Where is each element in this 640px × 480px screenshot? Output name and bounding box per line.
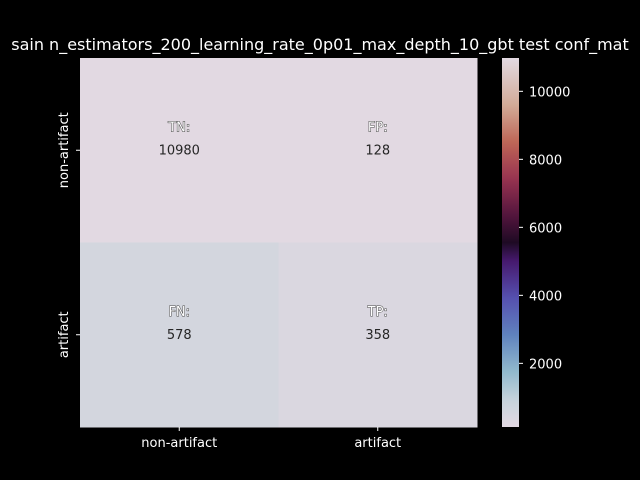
cell-value: 578: [167, 328, 192, 343]
cell-annotations: TN: 10980 FP: 128 FN: 578 TP: 358: [159, 120, 391, 343]
cell-label: TN:: [167, 120, 190, 135]
colorbar-tick-label: 8000: [529, 153, 562, 168]
colorbar-tick-label: 6000: [529, 221, 562, 236]
cell-value: 128: [365, 143, 390, 158]
heatmap-cell: [80, 242, 279, 428]
heatmap-axes: non-artifact artifact non-artifact artifact: [57, 112, 401, 451]
colorbar-ticks: 2000 4000 6000 8000 10000: [519, 85, 570, 372]
x-tick-label: non-artifact: [141, 436, 217, 451]
cell-value: 10980: [159, 143, 200, 158]
chart-title: sain n_estimators_200_learning_rate_0p01…: [11, 35, 629, 55]
heatmap-cell: [80, 58, 279, 243]
y-tick-label: artifact: [57, 311, 72, 358]
colorbar-tick-label: 10000: [529, 85, 570, 100]
cell-label: FP:: [368, 120, 388, 135]
heatmap-cell: [278, 58, 478, 243]
colorbar-tick-label: 4000: [529, 289, 562, 304]
y-tick-label: non-artifact: [57, 112, 72, 188]
colorbar: [502, 58, 519, 427]
cell-value: 358: [365, 328, 390, 343]
cell-label: TP:: [367, 305, 388, 320]
x-tick-label: artifact: [354, 436, 401, 451]
colorbar-tick-label: 2000: [529, 357, 562, 372]
heatmap-cells: [80, 58, 478, 428]
cell-label: FN:: [168, 305, 190, 320]
heatmap-cell: [278, 242, 478, 428]
